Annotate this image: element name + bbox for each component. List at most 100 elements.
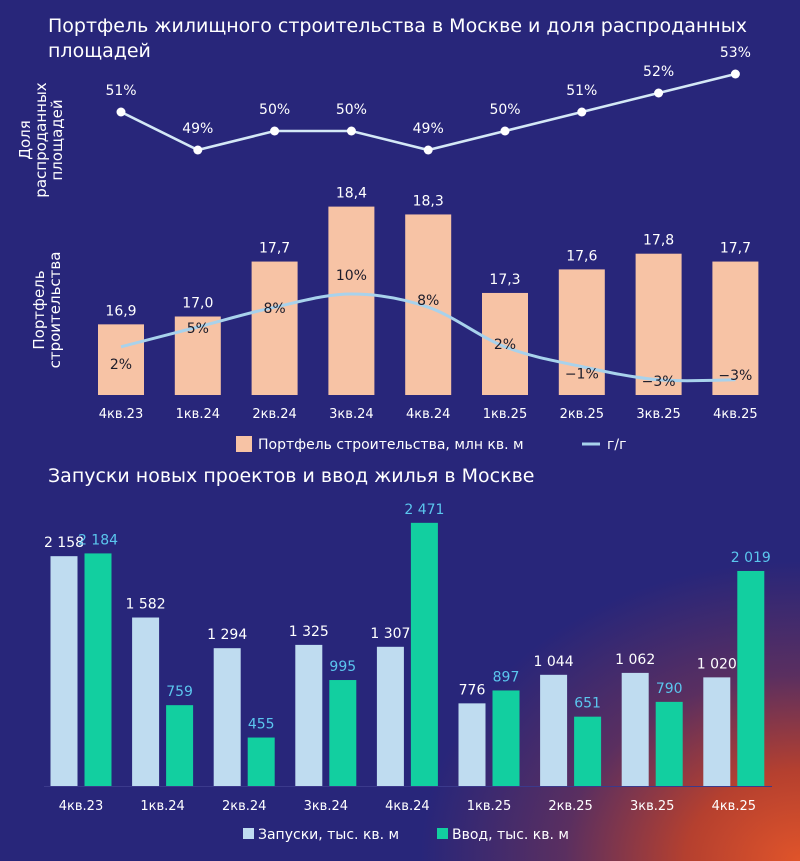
launch-x-tick: 4кв.25 (712, 799, 756, 814)
input-bar-label: 2 184 (78, 532, 118, 548)
share-point (577, 107, 587, 117)
legend-swatch-launch (243, 828, 254, 839)
share-label: 51% (566, 83, 597, 99)
input-bar-label: 759 (166, 684, 193, 700)
share-label: 50% (259, 102, 290, 118)
share-label: 52% (643, 64, 674, 80)
legend-label-yoy: г/г (607, 437, 626, 453)
launch-x-tick: 3кв.25 (630, 799, 674, 814)
share-point (423, 145, 433, 155)
portfolio-bar (405, 214, 452, 395)
input-bar (166, 705, 194, 786)
legend-swatch-portfolio (236, 436, 252, 452)
portfolio-bar-label: 16,9 (105, 303, 136, 319)
portfolio-bar (635, 253, 682, 395)
yoy-label: −3% (642, 374, 676, 390)
input-bar (84, 553, 112, 786)
launch-x-tick: 4кв.24 (385, 799, 429, 814)
portfolio-bar-label: 18,4 (336, 186, 367, 202)
share-point (654, 88, 664, 98)
share-line-series: 51% 49% 50% 50% 49% 50% 51% 52% 53% (105, 45, 751, 155)
portfolio-bar (712, 261, 759, 395)
share-point (270, 126, 280, 136)
launch-bar (540, 674, 568, 786)
launch-x-tick: 1кв.25 (467, 799, 511, 814)
chart-title-portfolio: Портфель жилищного строительства в Москв… (48, 15, 747, 62)
yoy-label: 5% (187, 321, 209, 337)
share-label: 50% (336, 102, 367, 118)
portfolio-bar-label: 17,7 (259, 241, 290, 257)
yoy-label: 2% (494, 337, 516, 353)
portfolio-x-tick: 1кв.25 (483, 407, 527, 422)
share-line (120, 72, 736, 152)
launch-bar-label: 1 044 (534, 654, 574, 670)
input-bar (329, 680, 357, 786)
share-ylabel-line1: Доляраспроданныхплощадей (16, 82, 66, 197)
share-label: 53% (720, 45, 751, 61)
portfolio-bar (482, 292, 528, 395)
legend-label-input: Ввод, тыс. кв. м (452, 827, 569, 843)
yoy-label: −1% (565, 367, 599, 383)
input-bar-label: 2 019 (731, 550, 771, 566)
launch-x-tick: 2кв.24 (222, 799, 266, 814)
legend-label-launch: Запуски, тыс. кв. м (258, 827, 399, 843)
launch-x-tick: 1кв.24 (140, 799, 184, 814)
input-bar-label: 2 471 (404, 502, 444, 518)
portfolio-bar (98, 324, 144, 395)
input-bar (410, 522, 438, 786)
input-bar-label: 455 (248, 717, 275, 733)
legend-label-portfolio: Портфель строительства, млн кв. м (258, 437, 524, 453)
yoy-label: 2% (110, 357, 132, 373)
portfolio-x-tick: 2кв.24 (252, 407, 296, 422)
portfolio-bar-label: 17,0 (182, 296, 213, 312)
share-point (730, 69, 740, 79)
yoy-label: −3% (718, 368, 752, 384)
launch-bar (621, 672, 649, 786)
portfolio-bar (558, 269, 605, 395)
portfolio-bar-label: 18,3 (413, 193, 444, 209)
yoy-label: 8% (417, 293, 439, 309)
launch-bar (213, 648, 241, 786)
launch-bar (295, 644, 323, 786)
share-point (500, 126, 510, 136)
input-bar-label: 995 (329, 659, 356, 675)
portfolio-legend: Портфель строительства, млн кв. м г/г (236, 436, 626, 453)
launch-bar-label: 1 325 (289, 624, 329, 640)
yoy-label: 8% (263, 301, 285, 317)
legend-swatch-input (437, 828, 448, 839)
portfolio-x-tick: 4кв.24 (406, 407, 450, 422)
portfolio-bar (328, 206, 375, 395)
portfolio-x-tick: 3кв.25 (636, 407, 680, 422)
portfolio-ylabel: Портфельстроительства (30, 252, 64, 369)
input-bar-label: 790 (656, 681, 683, 697)
launch-bar (703, 677, 731, 786)
launch-bar (458, 703, 486, 786)
portfolio-bar-label: 17,8 (643, 233, 674, 249)
portfolio-bar-label: 17,6 (566, 248, 597, 264)
portfolio-x-tick: 2кв.25 (560, 407, 604, 422)
launch-bar-label: 1 020 (697, 656, 737, 672)
launch-x-tick: 2кв.25 (548, 799, 592, 814)
share-label: 51% (105, 83, 136, 99)
launch-legend: Запуски, тыс. кв. м Ввод, тыс. кв. м (243, 827, 569, 843)
portfolio-x-tick: 4кв.25 (713, 407, 757, 422)
launch-bar (132, 617, 160, 786)
share-label: 50% (489, 102, 520, 118)
launch-bar-label: 2 158 (44, 535, 84, 551)
yoy-label: 10% (336, 268, 367, 284)
portfolio-x-tick: 1кв.24 (176, 407, 220, 422)
share-point (346, 126, 356, 136)
portfolio-bar-series: 16,9 17,0 17,7 18,4 18,3 17,3 17,6 17,8 17,7 4кв.… (98, 186, 759, 422)
input-bar (247, 737, 275, 786)
launch-bar-label: 1 582 (126, 597, 166, 613)
launch-bar-label: 776 (459, 682, 486, 698)
launch-bar-label: 1 294 (207, 627, 247, 643)
launch-bar (50, 556, 78, 786)
share-point (193, 145, 203, 155)
portfolio-bar-label: 17,7 (720, 241, 751, 257)
input-bar-label: 897 (493, 669, 520, 685)
yoy-line (120, 292, 736, 383)
portfolio-x-tick: 4кв.23 (99, 407, 143, 422)
